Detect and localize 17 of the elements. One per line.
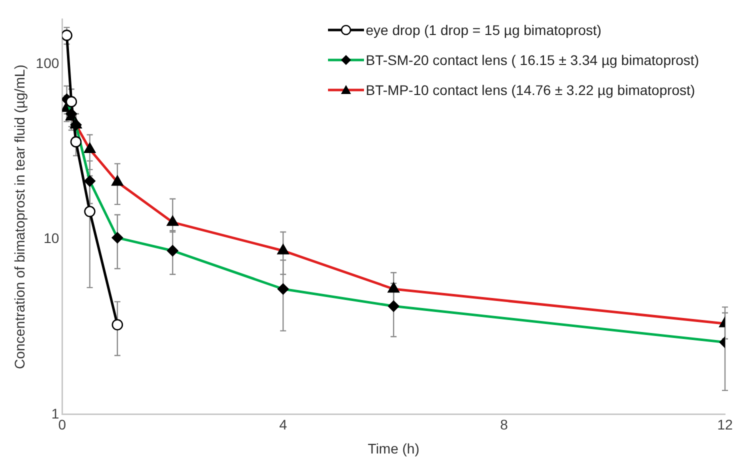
legend-label: eye drop (1 drop = 15 µg bimatoprost) [366,22,602,38]
point [66,96,78,108]
point [62,30,72,41]
y-axis-title: Concentration of bimatoprost in tear fluid (µg/mL) [11,64,28,370]
y-tick-label: 100 [36,54,60,71]
x-tick-label: 12 [717,416,733,433]
x-tick-label: 4 [279,416,288,433]
x-axis-title: Time (h) [368,440,420,456]
x-tick-label: 0 [58,416,66,433]
point [112,319,124,330]
point [84,206,96,218]
legend-label: BT-SM-20 contact lens ( 16.15 ± 3.34 µg bimatoprost) [366,52,699,68]
y-tick-label: 1 [51,405,60,422]
y-tick-label: 10 [44,230,60,246]
legend-label: BT-MP-10 contact lens (14.76 ± 3.22 µg bimatoprost) [366,82,696,98]
x-tick-label: 8 [500,416,508,433]
point [70,136,82,148]
